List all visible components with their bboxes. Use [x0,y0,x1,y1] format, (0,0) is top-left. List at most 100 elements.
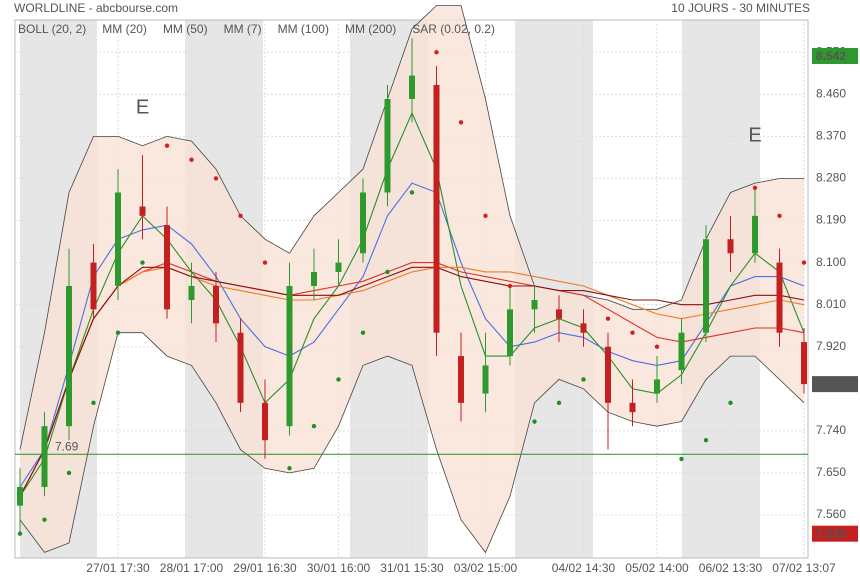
legend-item: MM (20) [102,22,147,36]
x-tick-label: 31/01 15:30 [380,561,444,575]
x-tick-label: 06/02 13:30 [699,561,763,575]
candle-body [433,84,440,333]
sar-dot [679,456,684,462]
sar-dot [556,400,562,406]
candle-body [115,192,121,286]
chart-subtitle: 10 JOURS - 30 MINUTES [671,1,810,15]
legend-item: MM (100) [278,22,329,36]
candle-body [605,346,611,403]
candle-body [335,262,342,272]
candle-body [752,215,758,254]
candle-body [213,285,219,324]
candle-body [776,262,783,333]
y-tick-label: 8.280 [816,171,846,185]
x-tick-label: 28/01 17:00 [160,561,224,575]
x-tick-label: 29/01 16:30 [233,561,297,575]
candle-body [384,98,391,193]
y-tick-label: 8.100 [816,255,846,269]
candle-body [286,285,293,427]
sar-dot [703,438,709,443]
annotation: E [136,97,149,119]
candle-body [409,75,415,99]
price-tag [812,376,858,393]
annotation: E [748,125,761,147]
sar-dot [532,419,537,424]
candle-body [727,239,734,254]
sar-dot [483,213,488,219]
candle-body [654,379,660,394]
y-tick-label: 7.650 [816,465,846,479]
moving-average [19,182,805,488]
candle-body [801,342,807,385]
y-tick-label: 7.740 [816,423,846,437]
price-tag [812,525,858,542]
x-tick-label: 07/02 13:07 [772,561,836,575]
candle-body [629,402,636,413]
sar-dot [336,377,341,382]
price-tag-label: 7.840 [816,377,846,391]
candle-body [262,402,268,441]
sar-dot [42,517,47,522]
sar-dot [213,176,219,181]
sar-dot [140,260,145,265]
sar-dot [654,344,660,349]
level-label: 7.69 [55,439,79,453]
y-tick-label: 7.560 [816,507,846,521]
sar-dot [91,400,96,406]
x-tick-label: 05/02 14:00 [625,561,689,575]
sar-dot [458,120,464,125]
sar-dot [434,50,439,55]
sar-dot [360,330,366,335]
candle-body [41,426,48,487]
y-tick-label: 8.460 [816,86,846,100]
band-lower [19,332,805,554]
sar-dot [17,531,23,536]
candle-body [556,309,562,319]
x-tick-label: 04/02 14:30 [552,561,616,575]
sar-dot [164,143,170,148]
candle-body [678,332,685,371]
x-tick-label: 03/02 15:00 [454,561,518,575]
price-tag [812,47,858,64]
sar-dot [287,466,292,471]
candle-body [360,192,366,254]
candle-body [139,206,146,216]
candle-body [311,271,317,286]
sar-dot [238,213,243,219]
sar-dot [605,316,611,321]
candle-body [164,225,170,310]
price-tag-label: 7.520 [816,527,846,541]
sar-dot [409,190,415,195]
candle-body [17,486,23,506]
legend-item: BOLL (20, 2) [18,22,86,36]
sar-dot [752,185,758,191]
candle-body [580,323,587,333]
moving-average [19,266,805,497]
candle-body [482,365,489,394]
sar-dot [630,330,635,335]
sar-dot [581,377,586,382]
candle-body [458,356,464,403]
y-tick-label: 7.920 [816,339,846,353]
sar-dot [66,470,72,476]
candle-body [507,309,513,357]
legend-item: SAR (0.02, 0.2) [412,22,495,36]
sar-dot [777,213,782,219]
x-tick-label: 30/01 16:00 [307,561,371,575]
sar-dot [728,400,733,406]
sar-dot [262,260,268,265]
x-tick-label: 27/01 17:30 [86,561,150,575]
sar-dot [507,283,513,289]
sar-dot [189,157,194,162]
sar-dot [385,269,390,275]
candle-body [90,262,97,310]
sar-dot [311,423,317,429]
candle-body [703,239,709,333]
moving-average [19,262,805,497]
candle-body [531,299,538,310]
chart-title: WORLDLINE - abcbourse.com [14,1,178,15]
band-fill [20,5,804,553]
moving-average [19,266,805,497]
